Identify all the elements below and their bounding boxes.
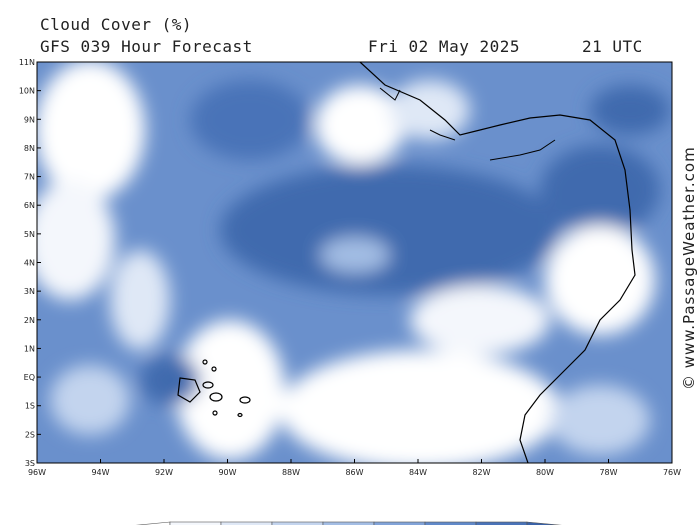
lat-label: 2S <box>25 430 35 439</box>
credit: © www.PassageWeather.com <box>680 146 698 390</box>
colorbar-segment <box>373 521 426 525</box>
cloud-field <box>37 62 672 463</box>
lon-label: 94W <box>91 468 109 477</box>
lat-label: 3N <box>24 287 35 296</box>
lon-label: 82W <box>472 468 490 477</box>
lon-label: 90W <box>218 468 236 477</box>
time: 21 UTC <box>582 37 643 56</box>
lat-label: 9N <box>24 115 35 124</box>
lat-label: 11N <box>19 58 35 67</box>
lat-label: 1N <box>24 344 35 353</box>
date: Fri 02 May 2025 <box>368 37 520 56</box>
colorbar-segment <box>424 521 477 525</box>
lat-label: 2N <box>24 316 35 325</box>
lat-label: 10N <box>19 87 35 96</box>
lon-label: 84W <box>409 468 427 477</box>
colorbar-segment <box>322 521 375 525</box>
colorbar-segment <box>271 521 324 525</box>
lon-label: 96W <box>28 468 46 477</box>
lon-label: 80W <box>536 468 554 477</box>
lat-label: 3S <box>25 459 35 468</box>
subtitle: GFS 039 Hour Forecast <box>40 37 253 56</box>
lat-label: 7N <box>24 173 35 182</box>
lat-label: EQ <box>24 373 35 382</box>
lon-label: 76W <box>663 468 681 477</box>
title: Cloud Cover (%) <box>40 15 192 34</box>
lat-label: 1S <box>25 402 35 411</box>
colorbar-segment <box>475 521 528 525</box>
lat-label: 8N <box>24 144 35 153</box>
lon-label: 92W <box>155 468 173 477</box>
lat-label: 6N <box>24 201 35 210</box>
lon-label: 88W <box>282 468 300 477</box>
lon-label: 78W <box>599 468 617 477</box>
lat-label: 4N <box>24 259 35 268</box>
lon-label: 86W <box>345 468 363 477</box>
lat-label: 5N <box>24 230 35 239</box>
colorbar-segment <box>220 521 273 525</box>
colorbar-segment <box>169 521 222 525</box>
